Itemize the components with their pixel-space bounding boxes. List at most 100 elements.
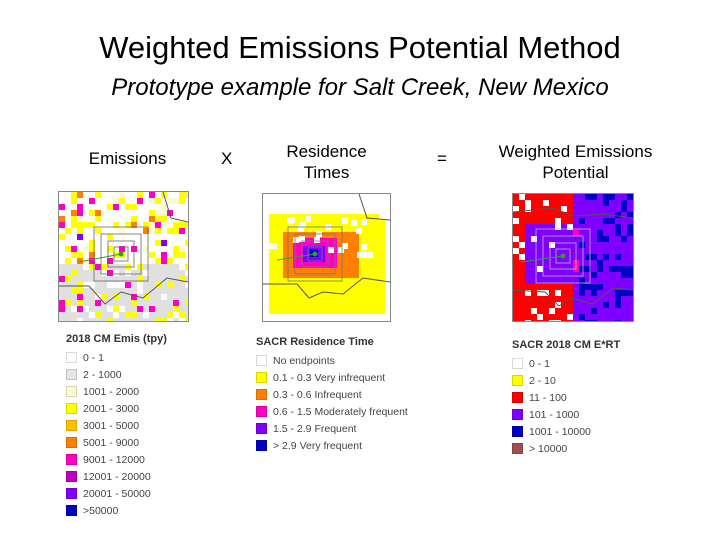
map-cell	[161, 264, 167, 270]
map-cell	[179, 276, 185, 282]
map-cell	[579, 290, 585, 296]
map-cell	[65, 246, 71, 252]
legend-swatch	[256, 372, 267, 383]
map-cell	[179, 300, 185, 306]
map-cell	[167, 300, 173, 306]
map-cell	[173, 306, 179, 312]
map-cell	[179, 294, 185, 300]
map-cell	[173, 252, 179, 258]
receptor-site-marker	[312, 251, 318, 257]
map-cell	[143, 288, 149, 294]
map-cell	[173, 222, 179, 228]
legend-label: >50000	[83, 504, 119, 517]
map-cell	[185, 306, 188, 312]
map-cell	[173, 282, 179, 288]
slide-title: Weighted Emissions Potential Method	[99, 30, 621, 65]
map-cell	[95, 318, 101, 321]
map-cell	[125, 294, 131, 300]
map-cell	[131, 282, 137, 288]
map-cell	[95, 270, 101, 276]
legend-swatch	[66, 437, 77, 448]
map-cell	[149, 192, 155, 198]
map-cell	[615, 230, 621, 236]
domain-box	[287, 226, 343, 282]
map-cell	[167, 264, 173, 270]
legend-swatch	[66, 505, 77, 516]
legend-swatch	[512, 358, 523, 369]
map-cell	[173, 228, 179, 234]
map-cell	[555, 224, 561, 230]
map-cell	[627, 290, 633, 296]
map-cell	[173, 294, 179, 300]
map-cell	[161, 222, 167, 228]
map-cell	[579, 314, 585, 320]
map-cell	[149, 228, 155, 234]
domain-box	[307, 246, 323, 262]
map-cell	[561, 206, 567, 212]
domain-box	[100, 233, 142, 275]
map-cell	[621, 272, 627, 278]
map-cell	[59, 300, 65, 306]
map-cell	[59, 270, 65, 276]
map-cell	[71, 252, 77, 258]
map-cell	[603, 218, 609, 224]
map-cell	[59, 306, 65, 312]
map-cell	[555, 290, 561, 296]
map-cell	[71, 288, 77, 294]
map-cell	[627, 224, 633, 230]
legend-label: 0.6 - 1.5 Moderately frequent	[273, 405, 408, 418]
map-cell	[143, 282, 149, 288]
legend-label: 3001 - 5000	[83, 419, 140, 432]
map-cell	[603, 236, 609, 242]
map-cell	[627, 230, 633, 236]
map-cell	[579, 218, 585, 224]
map-cell	[113, 204, 119, 210]
weighted-emissions-map	[512, 193, 634, 322]
map-cell	[65, 228, 71, 234]
emissions-legend-title: 2018 CM Emis (tpy)	[66, 333, 167, 345]
map-cell	[167, 312, 173, 318]
map-cell	[361, 219, 367, 225]
map-cell	[173, 198, 179, 204]
map-cell	[361, 244, 367, 250]
map-cell	[89, 240, 95, 246]
map-cell	[609, 218, 615, 224]
map-cell	[131, 294, 137, 300]
map-cell	[597, 260, 603, 266]
map-cell	[59, 318, 65, 321]
map-cell	[179, 252, 185, 258]
map-cell	[65, 300, 71, 306]
map-cell	[59, 288, 65, 294]
map-cell	[155, 270, 161, 276]
map-cell	[298, 226, 304, 232]
map-cell	[89, 258, 95, 264]
legend-label: 0 - 1	[529, 357, 551, 370]
map-cell	[363, 252, 369, 258]
legend-item: 5001 - 9000	[66, 434, 191, 451]
map-cell	[269, 243, 275, 249]
domain-box	[542, 235, 584, 277]
legend-label: No endpoints	[273, 354, 335, 367]
map-cell	[125, 306, 131, 312]
map-cell	[71, 312, 77, 318]
legend-swatch	[66, 488, 77, 499]
map-cell	[113, 294, 119, 300]
map-cell	[555, 218, 561, 224]
map-cell	[89, 246, 95, 252]
map-cell	[161, 306, 167, 312]
map-cell	[107, 288, 113, 294]
map-cell	[173, 300, 179, 306]
domain-box	[555, 248, 571, 264]
map-cell	[65, 294, 71, 300]
map-cell	[107, 258, 113, 264]
map-cell	[597, 266, 603, 272]
legend-item: 1001 - 10000	[512, 423, 662, 440]
map-cell	[65, 288, 71, 294]
map-cell	[185, 276, 188, 282]
legend-label: > 2.9 Very frequent	[273, 439, 363, 452]
map-cell	[59, 204, 65, 210]
map-cell	[89, 306, 95, 312]
map-cell	[627, 266, 633, 272]
legend-swatch	[66, 471, 77, 482]
trajectory-line	[520, 255, 564, 263]
